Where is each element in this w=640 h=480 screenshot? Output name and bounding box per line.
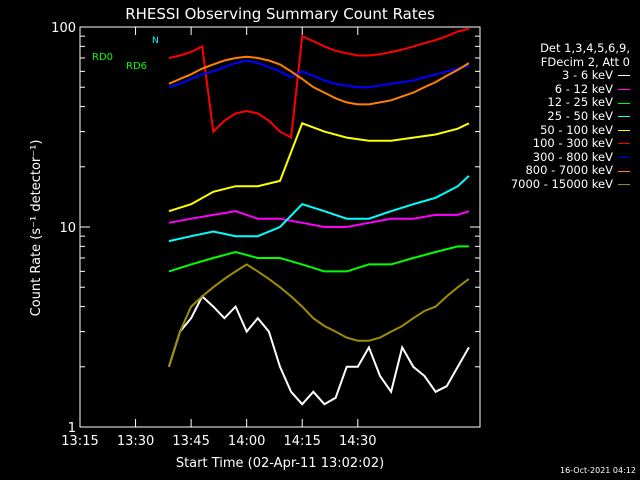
annotation-rd6: RD6: [126, 61, 147, 72]
legend-swatch: [618, 75, 630, 77]
series-line-1: [168, 210, 470, 228]
legend-label: 800 - 7000 keV: [525, 163, 613, 178]
x-tick-label-5: 14:30: [339, 434, 376, 449]
series-line-6: [168, 59, 470, 89]
annotation-rd0: RD0: [92, 52, 113, 63]
series-line-5: [168, 27, 470, 140]
x-axis-label: Start Time (02-Apr-11 13:02:02): [176, 456, 384, 471]
legend-swatch: [618, 116, 630, 118]
series-line-2: [168, 245, 469, 273]
legend-swatch: [618, 102, 630, 104]
x-tick-label-3: 14:00: [228, 434, 265, 449]
x-tick-label-0: 13:15: [61, 434, 98, 449]
legend-header-2: FDecim 2, Att 0: [540, 54, 630, 69]
y-tick-label-0: 1: [68, 421, 76, 436]
generation-timestamp: 16-Oct-2021 04:12: [560, 466, 636, 475]
legend-label: 300 - 800 keV: [532, 149, 613, 164]
chart-legend: Det 1,3,4,5,6,9, FDecim 2, Att 0 3 - 6 k…: [484, 41, 630, 192]
series-line-0: [167, 294, 470, 406]
legend-header-1: Det 1,3,4,5,6,9,: [540, 41, 630, 55]
series-line-3: [168, 175, 470, 243]
legend-entry-3: 25 - 50 keV: [484, 108, 630, 124]
x-tick-label-2: 13:45: [172, 434, 209, 449]
legend-entry-1: 6 - 12 keV: [484, 81, 630, 97]
series-line-4: [168, 122, 470, 213]
legend-entry-4: 50 - 100 keV: [484, 122, 630, 138]
chart-title: RHESSI Observing Summary Count Rates: [125, 5, 435, 23]
legend-entry-7: 800 - 7000 keV: [484, 164, 630, 178]
legend-label: 3 - 6 keV: [562, 68, 613, 83]
y-axis-label: Count Rate (s⁻¹ detector⁻¹): [29, 140, 44, 317]
series-line-7: [168, 55, 470, 106]
legend-label: 7000 - 15000 keV: [510, 176, 613, 191]
legend-entry-0: 3 - 6 keV: [484, 69, 630, 83]
legend-swatch: [618, 157, 630, 159]
legend-label: 6 - 12 keV: [554, 81, 613, 96]
y-tick-label-1: 10: [59, 221, 76, 236]
annotation-n: N: [152, 36, 159, 46]
legend-swatch: [618, 143, 630, 145]
legend-swatch: [618, 129, 630, 131]
x-tick-label-4: 14:15: [283, 434, 320, 449]
x-tick-label-1: 13:30: [117, 434, 154, 449]
legend-entry-5: 100 - 300 keV: [484, 137, 630, 151]
legend-entry-2: 12 - 25 keV: [484, 96, 630, 110]
y-tick-label-2: 100: [51, 21, 76, 36]
legend-swatch: [618, 170, 630, 172]
legend-label: 50 - 100 keV: [540, 122, 613, 137]
legend-swatch: [618, 184, 630, 186]
series-line-8: [167, 263, 470, 368]
legend-entry-8: 7000 - 15000 keV: [484, 176, 630, 192]
legend-label: 12 - 25 keV: [547, 95, 613, 110]
legend-entry-6: 300 - 800 keV: [484, 149, 630, 165]
legend-swatch: [618, 89, 630, 91]
legend-label: 25 - 50 keV: [547, 108, 613, 123]
legend-label: 100 - 300 keV: [532, 136, 613, 151]
